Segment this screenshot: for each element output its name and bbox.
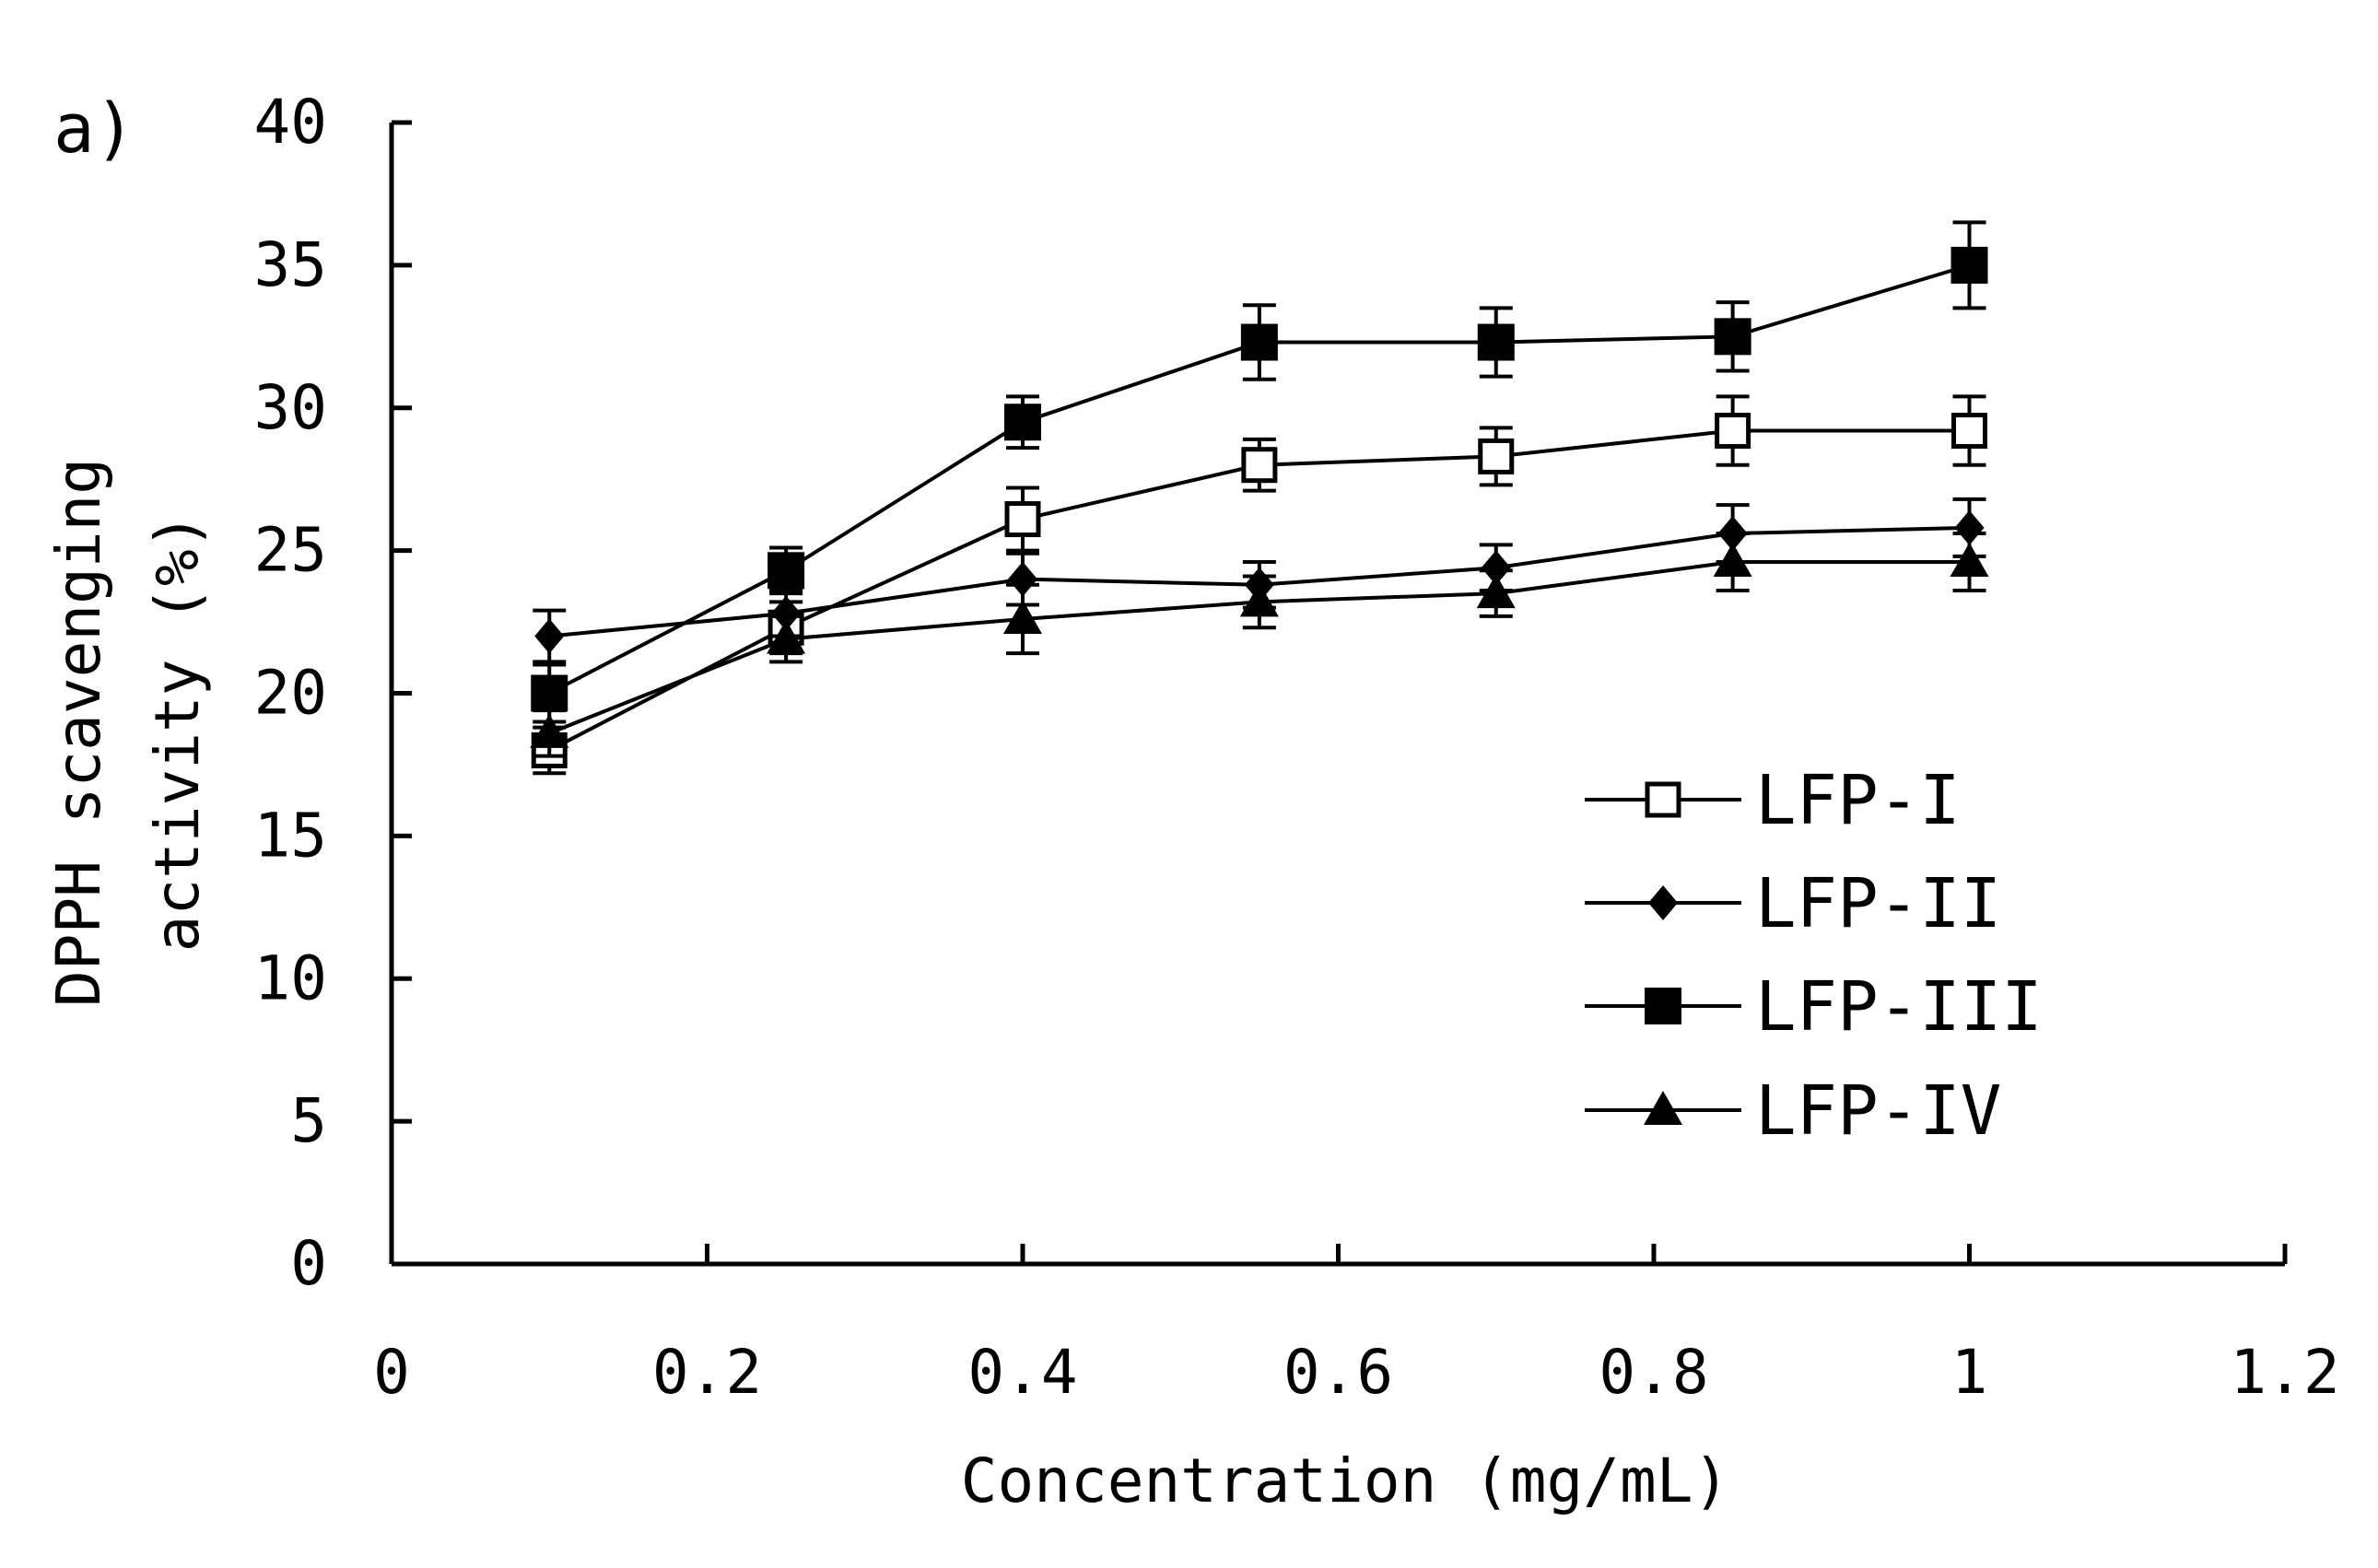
y-tick-label: 40 — [254, 87, 327, 158]
data-point-lfp-iv — [1239, 582, 1279, 617]
data-point-lfp-iv — [1476, 574, 1516, 609]
panel-label: a) — [53, 89, 135, 169]
data-point-lfp-iii — [1714, 318, 1751, 356]
y-tick-label: 5 — [290, 1085, 327, 1156]
data-point-lfp-ii — [534, 618, 565, 654]
y-tick-label: 20 — [254, 658, 327, 729]
data-point-lfp-iii — [1950, 246, 1988, 284]
data-point-lfp-i — [1951, 413, 1987, 450]
data-point-lfp-iii — [1240, 323, 1278, 361]
legend-marker-lfp-iv — [1644, 1091, 1682, 1125]
y-tick-label: 0 — [290, 1228, 327, 1299]
data-point-lfp-ii — [771, 595, 802, 631]
data-point-lfp-iii — [1004, 404, 1041, 441]
x-tick-label: 0 — [373, 1337, 410, 1408]
y-tick-label: 15 — [254, 800, 327, 871]
x-tick-label: 1.2 — [2230, 1337, 2339, 1408]
legend-label-lfp-i: LFP-I — [1755, 761, 1961, 840]
legend-item-lfp-ii: LFP-II — [1585, 864, 2001, 943]
data-point-lfp-ii — [1481, 550, 1511, 586]
data-point-lfp-i — [1715, 413, 1751, 450]
data-point-lfp-ii — [1008, 561, 1037, 597]
legend-marker-lfp-ii — [1648, 885, 1678, 920]
series-lfp-iii — [531, 220, 1988, 724]
series-lfp-iv — [530, 532, 1989, 758]
data-point-lfp-iii — [531, 674, 568, 712]
legend-marker-lfp-i — [1645, 781, 1681, 818]
legend-label-lfp-iii: LFP-III — [1755, 967, 2043, 1047]
x-axis-title: Concentration (mg/mL) — [961, 1445, 1729, 1516]
y-tick-label: 35 — [254, 229, 327, 300]
legend-item-lfp-i: LFP-I — [1585, 761, 1961, 840]
x-tick-label: 0.8 — [1599, 1337, 1708, 1408]
legend-item-lfp-iv: LFP-IV — [1585, 1071, 2001, 1151]
data-point-lfp-iv — [530, 713, 569, 748]
y-tick-label: 25 — [254, 515, 327, 586]
data-point-lfp-iv — [1950, 543, 1989, 578]
y-axis-title-line1: DPPH scavenging — [43, 458, 114, 1007]
x-tick-label: 1 — [1951, 1337, 1988, 1408]
data-point-lfp-i — [1478, 438, 1515, 474]
data-point-lfp-iii — [767, 552, 805, 590]
data-point-lfp-iv — [767, 619, 806, 654]
data-point-lfp-ii — [1954, 509, 1985, 545]
x-tick-label: 0.4 — [967, 1337, 1077, 1408]
data-point-lfp-iv — [1003, 599, 1042, 634]
legend-item-lfp-iii: LFP-III — [1585, 967, 2043, 1047]
x-tick-label: 0.6 — [1283, 1337, 1393, 1408]
legend-label-lfp-ii: LFP-II — [1755, 864, 2001, 943]
axes: 0 5 10 15 20 25 30 35 40 0 0.2 0.4 0.6 0.8 1 1.2 — [254, 87, 2340, 1408]
data-point-lfp-iv — [1713, 543, 1752, 578]
y-tick-label: 10 — [254, 942, 327, 1013]
legend-marker-lfp-iii — [1645, 988, 1681, 1024]
y-axis-title-line2: activity (%) — [142, 513, 213, 953]
series-group — [530, 220, 1989, 776]
y-tick-label: 30 — [254, 372, 327, 443]
data-point-lfp-i — [1241, 447, 1278, 484]
data-point-lfp-iii — [1477, 323, 1515, 361]
x-tick-label: 0.2 — [652, 1337, 762, 1408]
legend: LFP-I LFP-II LFP-III LFP-IV — [1585, 761, 2043, 1151]
data-point-lfp-i — [1004, 501, 1041, 538]
legend-label-lfp-iv: LFP-IV — [1755, 1071, 2001, 1151]
